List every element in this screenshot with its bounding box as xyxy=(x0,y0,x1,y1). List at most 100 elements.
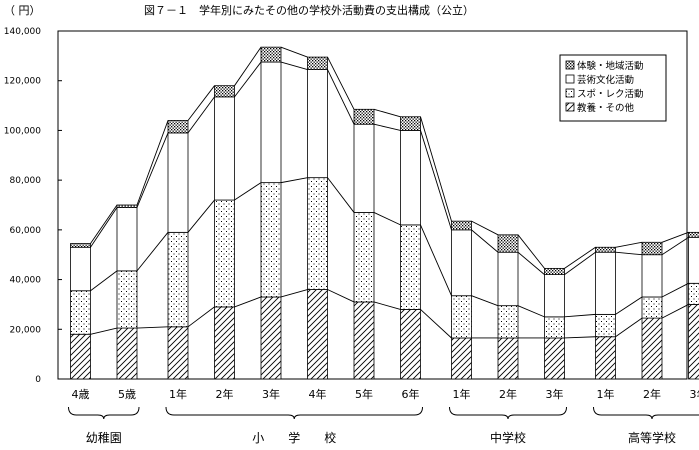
series-line xyxy=(90,177,689,318)
bar-segment xyxy=(641,317,663,380)
bar-segment xyxy=(544,337,565,380)
x-tick-label: 3年 xyxy=(546,387,564,401)
bar-segment xyxy=(497,234,519,253)
bar-segment xyxy=(260,46,282,63)
y-tick-label: 100,000 xyxy=(4,126,41,136)
bar-segment xyxy=(70,290,91,335)
x-tick-label: 2年 xyxy=(216,387,234,401)
bar-segment xyxy=(70,243,91,248)
bar-segment xyxy=(544,267,565,275)
legend-label: 教養・その他 xyxy=(577,102,635,114)
bar-segment xyxy=(688,236,699,284)
bar-segment xyxy=(451,229,472,297)
bar-segment xyxy=(451,295,472,339)
chart-title: 図７－１ 学年別にみたその他の学校外活動費の支出構成（公立） xyxy=(144,3,474,17)
bar-segment xyxy=(307,56,328,70)
bar-segment xyxy=(641,296,663,319)
bar-segment xyxy=(260,296,282,380)
bar-segment xyxy=(595,313,616,338)
bar-segment xyxy=(353,123,375,213)
series-connector-lines xyxy=(90,46,689,339)
y-tick-label: 40,000 xyxy=(10,276,42,286)
bar-segment xyxy=(400,308,421,380)
legend-label: 体験・地域活動 xyxy=(577,60,644,72)
bar-segment xyxy=(497,305,519,339)
group-label: 高等学校 xyxy=(628,430,676,445)
legend-swatch xyxy=(565,60,575,70)
x-tick-label: 1年 xyxy=(597,387,615,401)
bar-segment xyxy=(353,212,375,303)
bar-segment xyxy=(544,274,565,318)
x-tick-label: 5年 xyxy=(355,387,373,401)
x-tick-label: 3年 xyxy=(690,387,699,401)
bar-segment xyxy=(116,204,138,208)
bar-segment xyxy=(641,241,663,256)
bar-segment xyxy=(353,301,375,380)
bar-segment xyxy=(688,231,699,238)
legend-label: 芸術文化活動 xyxy=(577,74,634,86)
group-brace xyxy=(68,406,140,420)
bar-segment xyxy=(595,246,616,253)
group-label: 幼稚園 xyxy=(86,431,122,445)
y-tick-label: 0 xyxy=(35,375,41,385)
group-brace xyxy=(165,406,423,420)
bar-segment xyxy=(307,177,328,290)
legend-swatch xyxy=(565,74,575,84)
bar-segment xyxy=(307,69,328,179)
series-line xyxy=(90,289,689,339)
x-tick-label: 4年 xyxy=(309,387,327,401)
group-label: 中学校 xyxy=(490,430,526,445)
bar-segment xyxy=(544,316,565,339)
x-tick-label: 5歳 xyxy=(118,388,136,401)
bar-segment xyxy=(116,207,138,272)
bar-segment xyxy=(116,270,138,329)
bar-segment xyxy=(400,224,421,310)
bar-segment xyxy=(451,220,472,231)
x-axis: 4歳 5歳 1年 2年 3年 4年 5年 6年 1年 2年 3年 1年 2年 3年 xyxy=(72,387,699,401)
x-tick-label: 1年 xyxy=(453,387,471,401)
y-tick-label: 60,000 xyxy=(10,226,42,236)
series-line xyxy=(90,61,689,275)
bar-segment xyxy=(307,289,328,380)
legend-swatch xyxy=(565,102,575,112)
y-tick-label: 20,000 xyxy=(10,325,42,335)
bar-segment xyxy=(70,246,91,292)
bar-segment xyxy=(167,120,189,134)
bar-segment xyxy=(167,231,189,328)
bar-segment xyxy=(353,108,375,125)
y-tick-label: 140,000 xyxy=(4,27,41,37)
bar-segment xyxy=(497,251,519,307)
bar-segment xyxy=(167,132,189,233)
y-tick-label: 80,000 xyxy=(10,176,42,186)
bar-segment xyxy=(451,337,472,380)
x-tick-label: 1年 xyxy=(169,387,187,401)
legend-label: スポ・レク活動 xyxy=(577,88,644,100)
bar-segment xyxy=(260,61,282,184)
bar-segment xyxy=(260,182,282,298)
bar-segment xyxy=(595,336,616,380)
bar-segment xyxy=(400,116,421,131)
legend-swatch xyxy=(565,88,575,98)
series-line xyxy=(90,46,689,269)
legend-box xyxy=(559,54,667,122)
bar-segment xyxy=(214,199,235,308)
bar-segment xyxy=(70,333,91,380)
y-axis-label: （ 円） xyxy=(4,4,41,17)
group-brace xyxy=(449,406,567,420)
group-label: 小 学 校 xyxy=(252,430,336,445)
x-tick-label: 2年 xyxy=(499,387,517,401)
bar-segment xyxy=(116,327,138,380)
y-tick-label: 120,000 xyxy=(4,77,41,87)
bar-segment xyxy=(214,96,235,201)
bar-segment xyxy=(214,306,235,380)
bar-segment xyxy=(400,130,421,226)
x-tick-label: 3年 xyxy=(262,387,280,401)
bar-segment xyxy=(497,337,519,380)
bar-segment xyxy=(688,282,699,305)
x-axis-groups: 幼稚園 小 学 校 中学校 高等学校 xyxy=(68,406,699,445)
bar-segment xyxy=(595,251,616,315)
bars xyxy=(70,46,699,380)
bar-segment xyxy=(641,254,663,298)
